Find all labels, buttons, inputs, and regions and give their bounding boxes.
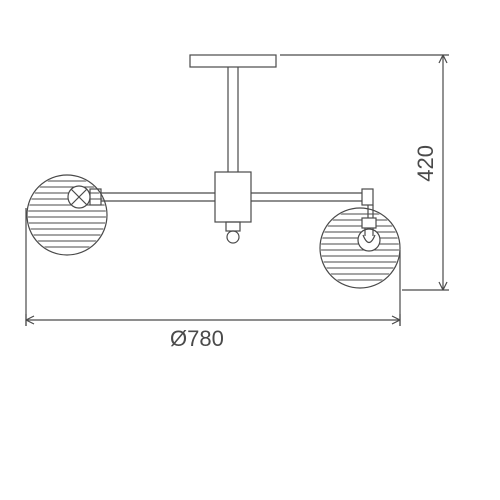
globe-left	[25, 175, 109, 255]
arm-left	[90, 189, 215, 205]
technical-drawing	[0, 0, 500, 500]
center-block	[215, 172, 251, 243]
ceiling-canopy	[190, 55, 276, 67]
height-dimension-label: 420	[413, 145, 439, 182]
globe-right	[318, 208, 402, 288]
downrod	[228, 67, 238, 172]
width-dimension-label: Ø780	[170, 326, 224, 352]
